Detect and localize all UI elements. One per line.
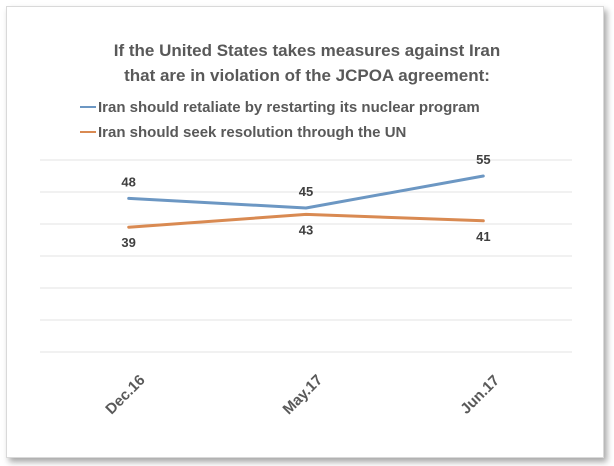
x-tick-label: Jun.17 — [457, 372, 503, 418]
data-label: 43 — [299, 222, 313, 237]
series-line-retaliate — [127, 174, 485, 210]
chart-frame — [6, 6, 604, 458]
legend-label-un: Iran should seek resolution through the … — [98, 123, 407, 141]
legend-swatch-retaliate — [80, 106, 96, 108]
legend-label-retaliate: Iran should retaliate by restarting its … — [98, 98, 480, 116]
gridlines — [40, 159, 572, 353]
x-tick-label: May.17 — [280, 372, 327, 419]
legend-swatch-un — [80, 131, 96, 133]
data-label: 39 — [121, 235, 135, 250]
series-line-un — [127, 212, 485, 229]
x-axis-tick-labels: Dec.16 May.17 Jun.17 — [102, 372, 503, 419]
data-labels: 48 45 55 39 43 41 — [121, 152, 490, 250]
legend-item-un: Iran should seek resolution through the … — [80, 122, 406, 142]
chart-title-line-2: that are in violation of the JCPOA agree… — [124, 66, 490, 85]
data-label: 55 — [476, 152, 490, 167]
legend-item-retaliate: Iran should retaliate by restarting its … — [80, 97, 480, 117]
series-lines — [127, 174, 485, 229]
data-label: 41 — [476, 229, 490, 244]
chart-title-line-1: If the United States takes measures agai… — [113, 41, 501, 60]
data-label: 48 — [121, 174, 135, 189]
x-tick-label: Dec.16 — [102, 372, 148, 418]
data-label: 45 — [299, 184, 313, 199]
